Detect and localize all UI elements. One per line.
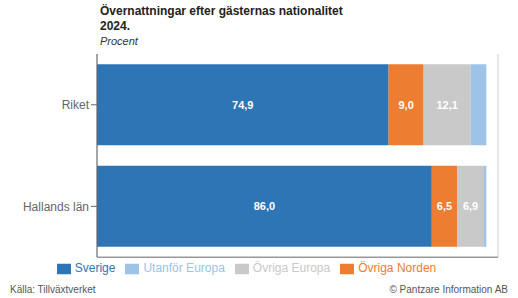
html-text:Utanför Europa: Utanför Europa (143, 261, 225, 276)
html-text:Sverige: Sverige (74, 261, 116, 276)
svg-text:Hallands län: Hallands län (23, 200, 89, 214)
html-text:Övriga Norden: Övriga Norden (358, 261, 437, 276)
html-text:2024.: 2024. (100, 19, 130, 33)
svg-text:6,9: 6,9 (463, 200, 478, 212)
svg-text:74,9: 74,9 (232, 99, 253, 111)
svg-text:Riket: Riket (62, 98, 90, 112)
html-text:Övernattningar efter gästernas: Övernattningar efter gästernas nationali… (100, 4, 343, 18)
html-text:© Pantzare Information AB: © Pantzare Information AB (389, 284, 508, 295)
html-text:Övriga Europa: Övriga Europa (252, 261, 331, 276)
svg-text:9,0: 9,0 (398, 99, 413, 111)
svg-text:86,0: 86,0 (254, 200, 275, 212)
html-text:Källa: Tillväxtverket: Källa: Tillväxtverket (10, 284, 96, 295)
html-text:Procent: Procent (100, 35, 138, 47)
svg-text:12,1: 12,1 (436, 99, 457, 111)
svg-text:6,5: 6,5 (437, 200, 452, 212)
